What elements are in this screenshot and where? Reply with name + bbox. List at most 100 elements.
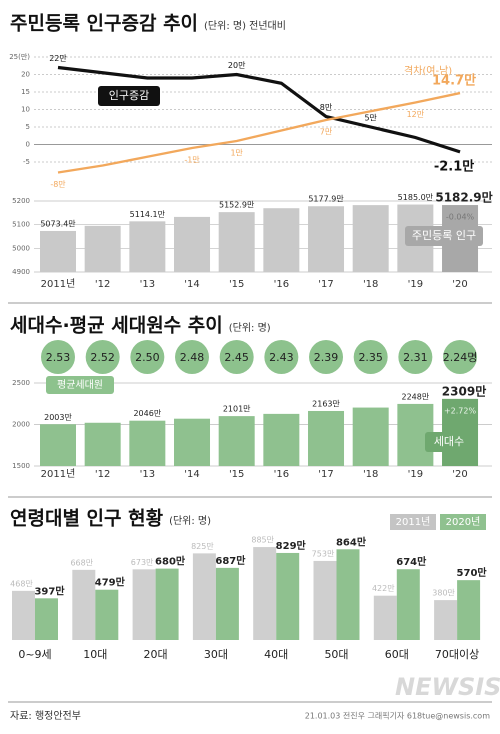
data-label: 2046만 xyxy=(133,409,161,418)
bar xyxy=(192,553,216,640)
x-tick-label: '13 xyxy=(140,469,155,480)
watermark: NEWSIS xyxy=(395,673,500,701)
x-tick-label: '12 xyxy=(95,469,110,480)
x-tick-label: 10대 xyxy=(83,648,107,661)
x-tick-label: 30대 xyxy=(204,648,228,661)
y-tick-label: 2000 xyxy=(12,421,30,429)
data-label: 673만 xyxy=(131,558,154,567)
y-tick-label: 5 xyxy=(26,123,30,131)
x-tick-label: 40대 xyxy=(264,648,288,661)
household-size-marker xyxy=(264,340,299,374)
data-label: 5182.9만 xyxy=(435,190,492,205)
source: 자료: 행정안전부 xyxy=(10,710,81,722)
household-size-label: 2.31 xyxy=(403,351,428,364)
bar xyxy=(132,569,156,640)
x-tick-label: '16 xyxy=(274,279,289,290)
data-label: 22만 xyxy=(49,54,67,63)
data-label: 668만 xyxy=(70,558,93,567)
bar xyxy=(129,420,166,466)
bar xyxy=(174,418,211,466)
household-size-marker xyxy=(443,340,478,374)
data-label: 864만 xyxy=(336,535,367,548)
bar xyxy=(352,205,389,272)
data-label: 5073.4만 xyxy=(40,219,76,228)
x-tick-label: '14 xyxy=(184,279,199,290)
annotation: -0.04% xyxy=(446,213,475,222)
data-label: 1만 xyxy=(230,149,243,158)
x-tick-label: '20 xyxy=(452,279,467,290)
data-label: 5185.0만 xyxy=(398,193,434,202)
data-label: 2309만 xyxy=(442,383,486,398)
x-tick-label: '12 xyxy=(95,279,110,290)
data-label: -2.1만 xyxy=(434,158,474,174)
x-tick-label: '17 xyxy=(318,469,333,480)
household-size-label: 2.24명 xyxy=(443,351,478,364)
data-label: 5152.9만 xyxy=(219,201,255,210)
household-size-label: 2.43 xyxy=(269,351,294,364)
y-tick-label: 15 xyxy=(21,88,30,96)
line-series xyxy=(57,91,461,174)
x-tick-label: '20 xyxy=(452,469,467,480)
x-tick-label: 20대 xyxy=(144,648,168,661)
legend-box xyxy=(440,514,486,530)
bar xyxy=(313,560,337,640)
legend-label: 2020년 xyxy=(446,516,481,528)
data-label: 570만 xyxy=(457,566,488,579)
data-label: 2163만 xyxy=(312,399,340,408)
data-label: 825만 xyxy=(191,542,214,551)
data-label: 397만 xyxy=(34,584,65,597)
x-tick-label: '15 xyxy=(229,469,244,480)
bar xyxy=(308,410,345,466)
household-size-marker xyxy=(309,340,344,374)
x-tick-label: 50대 xyxy=(324,648,348,661)
annotation: +2.72% xyxy=(444,406,477,415)
y-tick-label: 10 xyxy=(21,106,30,114)
chart-title: 주민등록 인구증감 추이 xyxy=(10,13,198,35)
data-label: 753만 xyxy=(312,549,335,558)
household-size-marker xyxy=(353,340,388,374)
x-tick-label: 2011년 xyxy=(41,278,76,290)
y-tick-label: 5200 xyxy=(12,197,30,205)
bar xyxy=(396,569,420,640)
bar xyxy=(263,413,300,466)
legend-box xyxy=(390,514,436,530)
chart-title: 연령대별 인구 현황 xyxy=(10,507,164,530)
household-size-marker xyxy=(85,340,120,374)
data-label: 8만 xyxy=(320,103,333,112)
data-label: 20만 xyxy=(228,61,246,70)
bar xyxy=(218,212,255,272)
bar xyxy=(35,598,58,640)
household-size-label: 2.48 xyxy=(180,351,205,364)
household-size-label: 2.35 xyxy=(358,351,383,364)
data-label: 687만 xyxy=(215,554,246,567)
y-tick-label: 5100 xyxy=(12,221,30,229)
bar xyxy=(336,549,360,640)
bar xyxy=(95,589,119,640)
x-tick-label: '19 xyxy=(408,469,423,480)
x-tick-label: '17 xyxy=(318,279,333,290)
x-tick-label: '18 xyxy=(363,469,378,480)
x-tick-label: '16 xyxy=(274,469,289,480)
household-size-marker xyxy=(130,340,165,374)
data-label: -1만 xyxy=(184,156,200,165)
data-label: 5만 xyxy=(364,114,377,123)
data-label: 422만 xyxy=(372,584,395,593)
bar xyxy=(352,407,389,466)
legend-label: 주민등록 인구 xyxy=(412,229,476,242)
data-label: 7만 xyxy=(320,128,333,137)
x-tick-label: '15 xyxy=(229,279,244,290)
data-label: 829만 xyxy=(276,539,307,552)
chart-subtitle: (단위: 명) xyxy=(229,321,271,334)
bar xyxy=(215,567,239,640)
data-label: 14.7만 xyxy=(432,73,476,89)
data-label: -8만 xyxy=(50,180,66,189)
household-size-label: 2.53 xyxy=(46,351,71,364)
bar xyxy=(84,225,121,272)
legend-label: 인구증감 xyxy=(109,89,149,102)
line-series xyxy=(57,65,461,154)
bar xyxy=(457,580,481,640)
data-label: 468만 xyxy=(10,579,33,588)
x-tick-label: '14 xyxy=(184,469,199,480)
data-label: 2101만 xyxy=(223,405,251,414)
bar xyxy=(434,600,458,640)
